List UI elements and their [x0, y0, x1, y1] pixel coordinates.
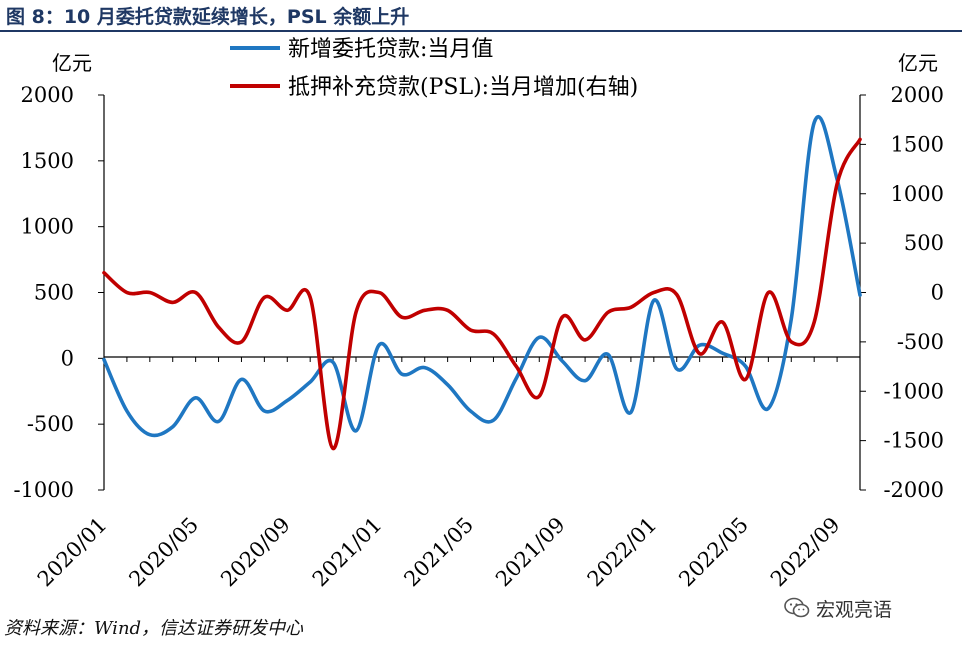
psl-series-line [102, 137, 862, 451]
right-y-tick-label: 1500 [891, 132, 944, 156]
right-y-tick-label: -2000 [883, 478, 944, 502]
right-y-axis-label: 亿元 [898, 51, 938, 75]
right-y-tick-label: 1000 [891, 182, 944, 206]
entrusted-loans-series-line [102, 114, 862, 438]
right-y-tick-label: 500 [904, 231, 944, 255]
legend-label: 新增委托贷款:当月值 [288, 37, 493, 62]
left-y-tick-label: 0 [61, 346, 74, 370]
left-y-tick-label: 1000 [21, 215, 74, 239]
x-tick-label: 2021/01 [308, 513, 387, 592]
source-note: 资料来源：Wind，信达证券研发中心 [4, 618, 304, 639]
watermark: 宏观亮语 [784, 596, 893, 621]
right-y-tick-label: -1000 [883, 379, 944, 403]
right-y-tick-label: -1500 [883, 429, 944, 453]
x-tick-label: 2022/01 [583, 513, 662, 592]
right-y-tick-label: -500 [897, 330, 944, 354]
x-tick-label: 2020/09 [216, 513, 295, 592]
wechat-icon [784, 597, 810, 618]
x-tick-label: 2022/05 [674, 513, 753, 592]
right-y-tick-label: 0 [931, 281, 944, 305]
x-tick-label: 2020/01 [33, 513, 112, 592]
x-tick-label: 2021/09 [491, 513, 570, 592]
left-y-tick-label: -500 [27, 412, 74, 436]
left-y-tick-label: 1500 [21, 149, 74, 173]
left-y-tick-label: -1000 [13, 478, 74, 502]
left-y-axis-label: 亿元 [52, 51, 92, 75]
x-tick-label: 2022/09 [766, 513, 845, 592]
figure-title: 图 8：10 月委托贷款延续增长，PSL 余额上升 [6, 6, 410, 28]
left-y-tick-label: 500 [34, 281, 74, 305]
title-rule [0, 30, 962, 32]
right-y-tick-label: 2000 [891, 83, 944, 107]
left-y-tick-label: 2000 [21, 83, 74, 107]
legend-label: 抵押补充贷款(PSL):当月增加(右轴) [288, 75, 638, 100]
x-tick-label: 2020/05 [125, 513, 204, 592]
watermark-text: 宏观亮语 [816, 598, 893, 621]
x-tick-label: 2021/05 [399, 513, 478, 592]
